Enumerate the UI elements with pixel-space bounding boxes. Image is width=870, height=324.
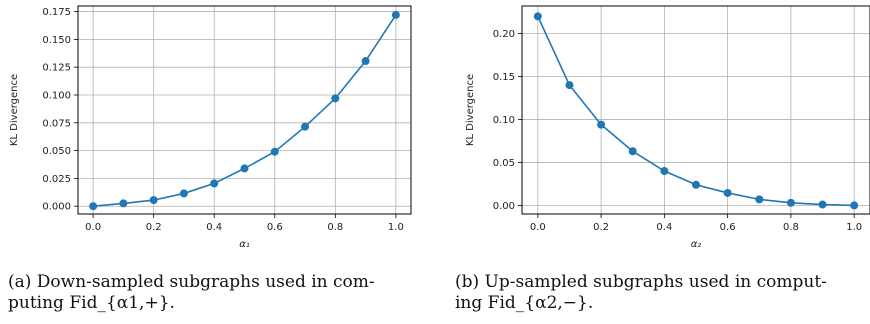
plot-frame bbox=[521, 5, 870, 215]
y-tick-label: 0.20 bbox=[493, 29, 515, 40]
x-tick-label: 1.0 bbox=[388, 222, 404, 233]
x-tick-label: 0.8 bbox=[327, 222, 343, 233]
data-point bbox=[755, 195, 764, 204]
y-tick-label: 0.175 bbox=[42, 7, 71, 18]
data-point bbox=[818, 200, 827, 209]
data-point bbox=[210, 179, 219, 188]
data-point bbox=[149, 196, 158, 205]
plot-frame bbox=[77, 5, 412, 215]
x-tick-label: 0.0 bbox=[530, 222, 546, 233]
x-tick-label: 0.2 bbox=[146, 222, 162, 233]
y-axis-label: KL Divergence bbox=[465, 74, 476, 146]
series-line bbox=[93, 14, 397, 208]
data-point bbox=[723, 188, 732, 197]
x-tick-label: 0.6 bbox=[267, 222, 283, 233]
data-point bbox=[89, 202, 98, 211]
data-point bbox=[391, 10, 400, 19]
x-tick-label: 0.4 bbox=[656, 222, 672, 233]
caption-b: (b) Up-sampled subgraphs used in comput-… bbox=[455, 272, 827, 313]
x-tick-label: 0.2 bbox=[593, 222, 609, 233]
data-point bbox=[597, 120, 606, 129]
x-tick-label: 0.8 bbox=[783, 222, 799, 233]
x-tick-label: 1.0 bbox=[846, 222, 862, 233]
y-tick-label: 0.05 bbox=[493, 158, 515, 169]
chart-a: 0.0 0.2 0.4 0.6 0.8 1.0 0.000 0.025 0.050 0.075 0.… bbox=[9, 5, 412, 250]
x-tick-label: 0.4 bbox=[206, 222, 222, 233]
chart-b: 0.0 0.2 0.4 0.6 0.8 1.0 0.00 0.05 0.10 0.15 0.20 α₂… bbox=[465, 5, 870, 250]
y-tick-label: 0.025 bbox=[42, 174, 71, 185]
data-point bbox=[179, 189, 188, 198]
x-tick-label: 0.0 bbox=[85, 222, 101, 233]
y-tick-label: 0.00 bbox=[493, 201, 515, 212]
y-tick-label: 0.100 bbox=[42, 90, 71, 101]
caption-a: (a) Down-sampled subgraphs used in com- … bbox=[8, 272, 375, 313]
data-point bbox=[119, 199, 128, 208]
y-tick-label: 0.050 bbox=[42, 146, 71, 157]
data-point bbox=[301, 122, 310, 131]
y-tick-label: 0.125 bbox=[42, 63, 71, 74]
data-point bbox=[240, 164, 249, 173]
y-axis-label: KL Divergence bbox=[9, 74, 20, 146]
x-axis-label: α₂ bbox=[691, 239, 702, 250]
x-tick-label: 0.6 bbox=[720, 222, 736, 233]
data-point bbox=[786, 198, 795, 207]
y-tick-label: 0.10 bbox=[493, 115, 515, 126]
data-point bbox=[361, 57, 370, 66]
figure-charts: 0.0 0.2 0.4 0.6 0.8 1.0 0.000 0.025 0.050 0.075 0.… bbox=[9, 5, 870, 250]
series-line bbox=[537, 15, 855, 207]
x-axis-label: α₁ bbox=[239, 239, 250, 250]
y-tick-label: 0.150 bbox=[42, 35, 71, 46]
y-tick-label: 0.000 bbox=[42, 202, 71, 213]
data-point bbox=[270, 147, 279, 156]
y-tick-label: 0.075 bbox=[42, 118, 71, 129]
data-point bbox=[565, 81, 574, 90]
data-point bbox=[692, 180, 700, 189]
data-point bbox=[533, 12, 542, 21]
y-tick-label: 0.15 bbox=[493, 72, 515, 83]
data-point bbox=[660, 167, 669, 176]
data-point bbox=[850, 201, 859, 210]
data-point bbox=[628, 147, 637, 156]
data-point bbox=[331, 94, 340, 103]
